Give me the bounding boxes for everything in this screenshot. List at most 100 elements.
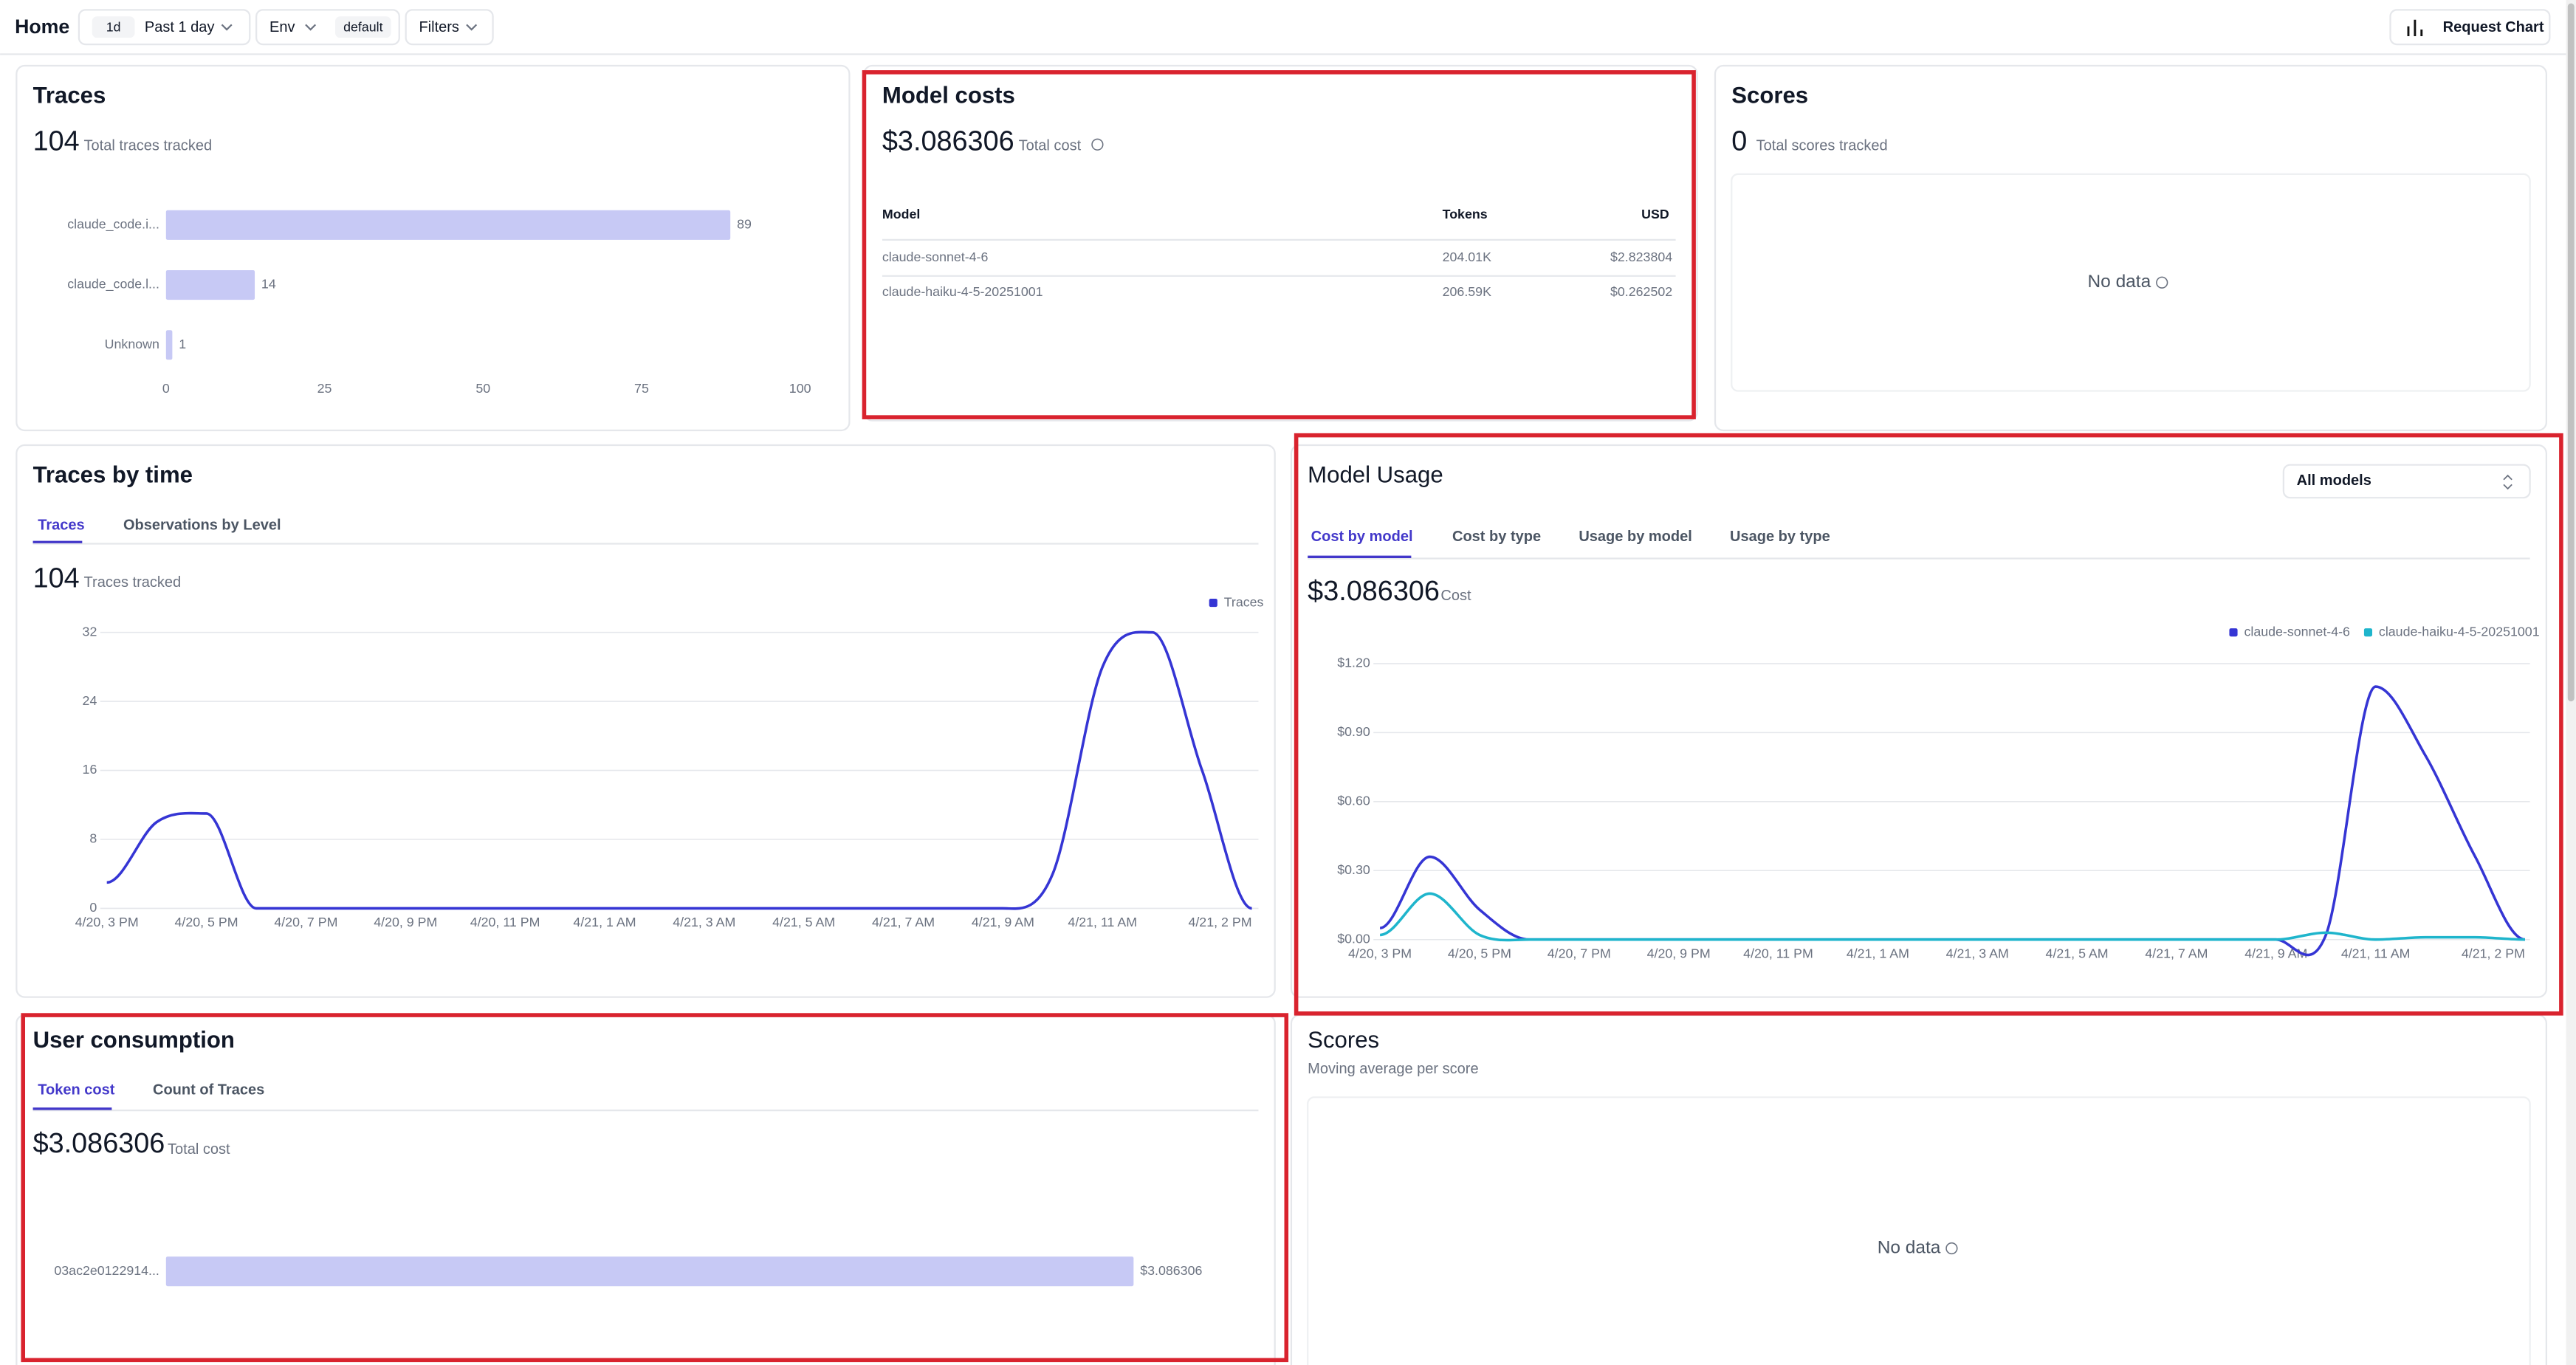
panel-title: Scores [1731,83,1808,109]
series-line [106,630,1253,910]
panel-title: User consumption [33,1027,235,1053]
series-line [1379,892,2525,942]
y-tick-label: $0.00 [1337,931,1370,946]
x-tick-label: 4/20, 7 PM [1548,946,1611,960]
bar-label: claude_code.i... [67,217,159,233]
tab[interactable]: Count of Traces [153,1082,264,1098]
x-tick-label: 4/21, 9 AM [972,915,1034,929]
x-tick-label: 4/21, 11 AM [2341,946,2411,960]
table-cell: 206.59K [1443,284,1491,299]
scores-panel [1714,64,2547,432]
empty-box [1307,1096,2531,1365]
total-label: Total traces tracked [84,137,213,154]
y-tick-label: 0 [89,900,97,915]
highlight-box [862,70,1696,419]
x-tick-label: 4/21, 7 AM [872,915,935,929]
info-icon[interactable] [2156,276,2168,289]
table-header: USD [1641,207,1669,221]
total-label: Traces tracked [84,574,182,591]
x-tick-label: 0 [162,381,170,396]
x-tick-label: 100 [789,381,811,396]
legend-label: Traces [1224,594,1264,609]
table-cell: $2.823804 [1610,250,1672,264]
env-badge [334,16,391,38]
select-icon [2503,474,2513,490]
panel-title: Traces [33,83,106,109]
total: 104 [33,126,80,157]
tab[interactable]: Usage by type [1730,529,1830,545]
tab[interactable]: Token cost [38,1082,115,1098]
legend-label: claude-haiku-4-5-20251001 [2379,624,2540,639]
request-chart-button[interactable] [2389,9,2551,46]
panel-subtitle: Moving average per score [1308,1061,1478,1077]
total-label: Total cost [1019,137,1082,154]
x-tick-label: 4/21, 5 AM [772,915,835,929]
filters-button[interactable] [405,9,494,46]
chevron [221,24,233,31]
table-cell: $0.262502 [1610,284,1672,299]
table-cell: 204.01K [1443,250,1491,264]
tab[interactable]: Cost by type [1452,529,1541,545]
x-tick-label: 4/20, 7 PM [274,915,337,929]
tab[interactable]: Observations by Level [123,517,281,533]
x-tick-label: 4/20, 5 PM [175,915,238,929]
bar [165,330,173,360]
highlight-box [21,1013,1289,1363]
x-tick-label: 4/21, 3 AM [1946,946,2009,960]
panel-title: Model Usage [1308,461,1443,487]
y-tick-label: 24 [83,693,97,708]
total: $3.086306 [882,126,1014,157]
page-title: Home [15,16,69,38]
table-header: Tokens [1443,207,1488,221]
bar [165,1256,1134,1287]
traces-by-time-panel [16,444,1276,998]
value-label: 1 [179,337,186,351]
bar-label: Unknown [105,337,159,351]
select-label: All models [2297,472,2371,489]
tab[interactable]: Cost by model [1311,529,1413,545]
info-icon[interactable] [1945,1242,1958,1255]
info-icon[interactable] [1091,138,1104,151]
request-chart-label: Request Chart [2443,19,2544,35]
y-tick-label: $0.90 [1337,724,1370,739]
panel-title: Model costs [882,83,1015,109]
x-tick-label: 4/21, 1 AM [573,915,636,929]
tab[interactable]: Traces [38,517,84,533]
total: 104 [33,563,80,594]
env-label: Env [269,19,295,35]
charts: claude_code.i... 89 claude_code.l... 14 Unkn… [54,210,2540,1287]
empty-box [1731,173,2531,392]
total-label: Total scores tracked [1756,137,1888,154]
value-label: 14 [261,277,276,292]
model-select[interactable] [2282,464,2531,499]
x-tick-label: 4/21, 1 AM [1847,946,1909,960]
x-tick-label: 4/20, 3 PM [1348,946,1412,960]
tab[interactable]: Usage by model [1579,529,1692,545]
x-tick-label: 4/21, 2 PM [1188,915,1251,929]
scrollbar-thumb[interactable] [2567,3,2575,702]
x-tick-label: 4/21, 3 AM [673,915,735,929]
x-tick-label: 4/20, 5 PM [1448,946,1511,960]
y-tick-label: $1.20 [1337,656,1370,670]
panel-title: Scores [1308,1027,1379,1053]
legend-swatch [1209,599,1217,608]
traces-panel [16,64,851,432]
empty-message: No data [1878,1237,1941,1257]
bar [165,270,255,300]
chevron [305,24,317,31]
x-tick-label: 4/20, 11 PM [470,915,540,929]
x-tick-label: 4/21, 5 AM [2046,946,2109,960]
chevron [466,24,478,31]
highlight-box [1294,433,2563,1016]
filters-label: Filters [419,19,459,35]
table-header: Model [882,207,920,221]
panel-title: Traces by time [33,461,193,487]
legend-swatch [2363,628,2373,637]
range-short: 1d [106,20,121,35]
x-tick-label: 4/21, 11 AM [1068,915,1137,929]
x-tick-label: 4/20, 9 PM [1647,946,1711,960]
value-label: 89 [737,217,752,232]
range-label: Past 1 day [145,19,215,35]
total: $3.086306 [33,1128,165,1159]
